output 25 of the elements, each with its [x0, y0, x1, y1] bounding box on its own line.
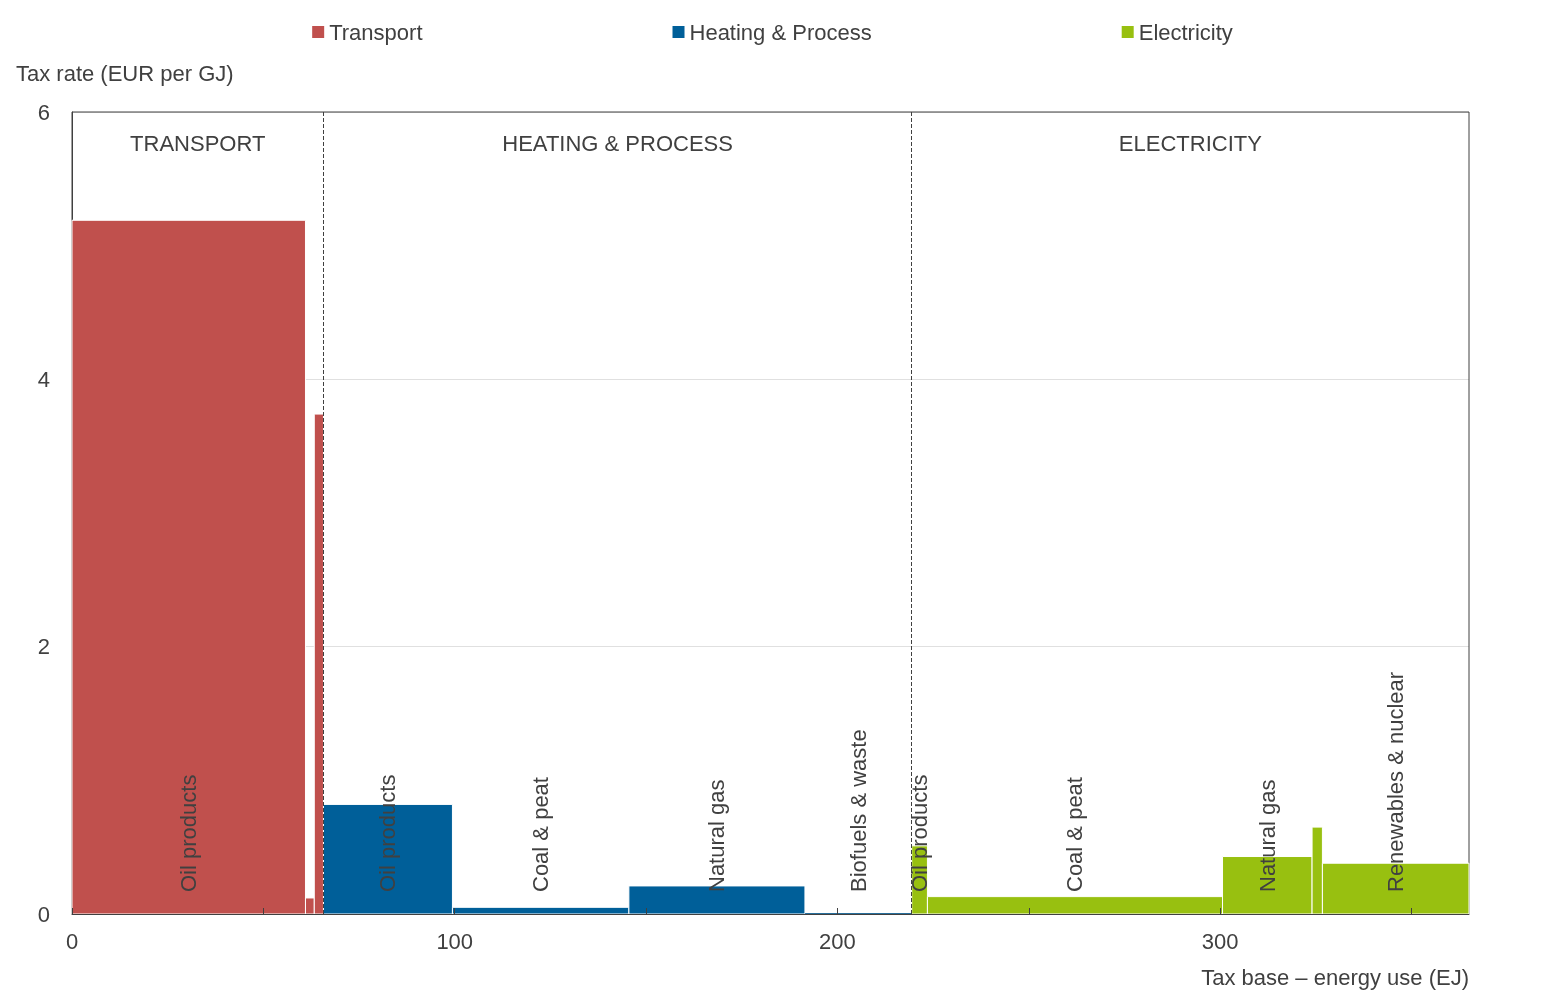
legend-label: Transport — [329, 19, 423, 45]
y-tick-label: 6 — [37, 99, 50, 125]
annotation: Oil products — [907, 774, 933, 892]
x-tick-label: 300 — [1201, 928, 1239, 954]
annotation: Oil products — [375, 774, 401, 892]
annotation: Renewables & nuclear — [1383, 671, 1409, 892]
annotation: Natural gas — [704, 779, 730, 892]
y-tick-label: 0 — [37, 901, 50, 927]
legend-label: Heating & Process — [689, 19, 872, 45]
legend-label: Electricity — [1138, 19, 1233, 45]
annotation: ELECTRICITY — [1118, 130, 1263, 156]
annotation: Natural gas — [1254, 779, 1280, 892]
annotation: HEATING & PROCESS — [502, 130, 733, 156]
y-axis-title: Tax rate (EUR per GJ) — [16, 60, 234, 86]
x-tick-label: 0 — [65, 928, 79, 954]
annotation: Coal & peat — [1062, 777, 1088, 892]
annotation: Oil products — [176, 774, 202, 892]
x-axis-title: Tax base – energy use (EJ) — [1201, 964, 1469, 990]
y-tick-label: 4 — [37, 366, 50, 392]
y-tick-label: 2 — [37, 634, 50, 660]
annotation: TRANSPORT — [130, 130, 266, 156]
annotation: Coal & peat — [528, 777, 554, 892]
x-tick-label: 100 — [436, 928, 474, 954]
x-tick-label: 200 — [819, 928, 856, 954]
annotation: Biofuels & waste — [845, 729, 871, 892]
